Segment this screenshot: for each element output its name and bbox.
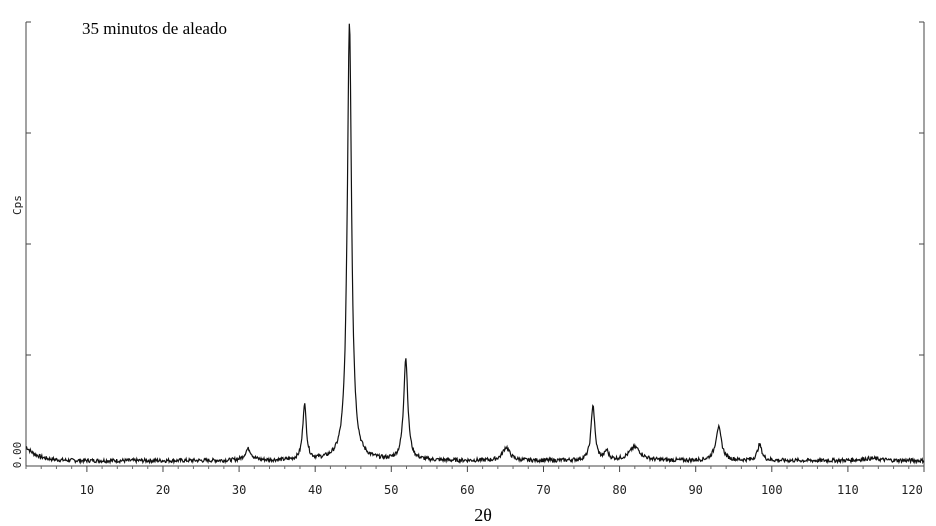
x-tick-label: 60 <box>460 483 474 497</box>
chart-title: 35 minutos de aleado <box>82 19 227 38</box>
x-tick-label: 80 <box>612 483 626 497</box>
x-tick-label: 50 <box>384 483 398 497</box>
y-axis-ticks <box>26 21 924 467</box>
plot-frame <box>25 22 925 467</box>
y-zero-label: 0.00 <box>11 442 24 469</box>
x-tick-label: 90 <box>688 483 702 497</box>
x-tick-label: 100 <box>761 483 783 497</box>
x-tick-label: 20 <box>156 483 170 497</box>
x-tick-label: 70 <box>536 483 550 497</box>
x-axis-label: 2θ <box>474 505 492 525</box>
x-tick-label: 10 <box>80 483 94 497</box>
x-tick-label: 110 <box>837 483 859 497</box>
x-tick-label: 120 <box>901 483 923 497</box>
series-line <box>25 23 925 465</box>
x-axis-ticks: 10 20 30 40 50 60 70 80 90 100 110 120 <box>25 466 925 497</box>
x-tick-label: 40 <box>308 483 322 497</box>
x-tick-label: 30 <box>232 483 246 497</box>
y-axis-label: Cps <box>11 195 24 215</box>
